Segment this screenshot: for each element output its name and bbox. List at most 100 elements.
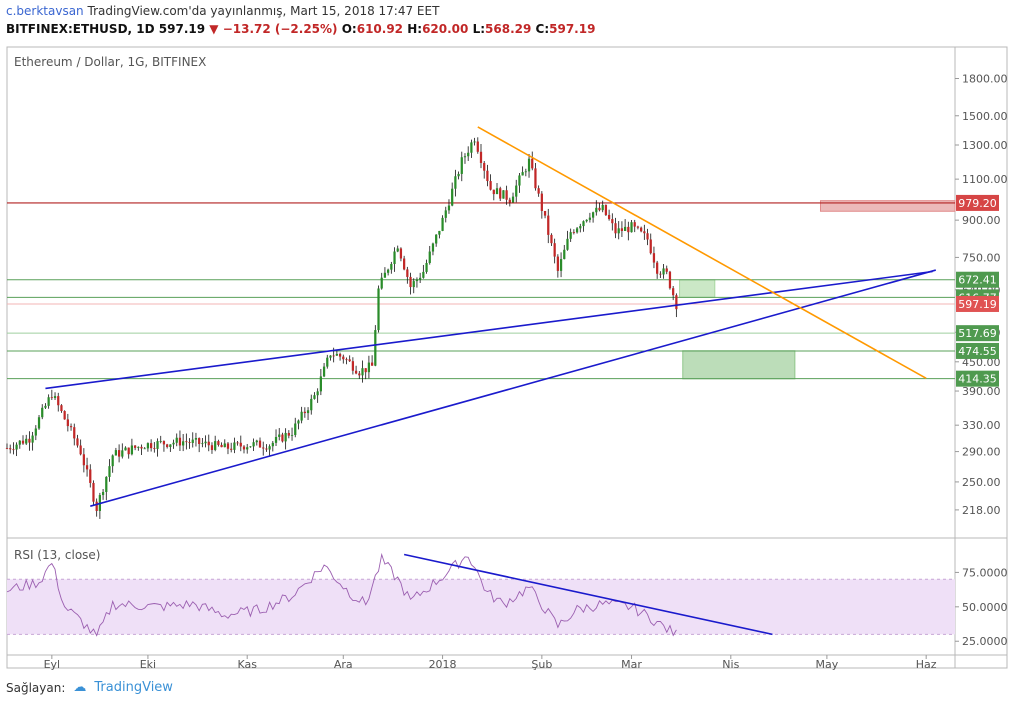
candle-body — [342, 356, 345, 360]
candle-body — [178, 437, 182, 446]
candle — [194, 432, 198, 447]
candle-body — [117, 450, 121, 457]
candle-body — [476, 141, 479, 152]
candle-body — [95, 501, 98, 511]
candle — [178, 430, 182, 451]
candle-body — [207, 441, 210, 446]
candle-body — [130, 445, 134, 455]
candle-body — [499, 188, 502, 199]
candle-body — [668, 271, 672, 289]
candle-body — [44, 405, 47, 408]
candle — [191, 432, 194, 448]
candle — [223, 439, 226, 448]
candle-body — [278, 434, 281, 437]
candle — [668, 270, 672, 290]
candle-body — [322, 366, 326, 377]
last-price: 597.19 — [158, 22, 206, 36]
level-badge — [956, 342, 999, 359]
candle-body — [460, 157, 463, 174]
candle-body — [563, 249, 566, 260]
candle — [114, 447, 118, 456]
candle — [143, 447, 146, 450]
candle-body — [370, 362, 374, 366]
candle — [201, 437, 204, 448]
candle — [37, 414, 41, 430]
candle-body — [5, 448, 9, 449]
candle-body — [527, 158, 531, 172]
candle — [672, 285, 675, 301]
chart-title: Ethereum / Dollar, 1G, BITFINEX — [14, 55, 206, 69]
x-tick-label: Haz — [916, 658, 937, 671]
candle-body — [543, 210, 547, 216]
candle-body — [246, 447, 249, 450]
candle-body — [37, 417, 41, 429]
candle — [44, 403, 47, 410]
candle — [387, 268, 390, 276]
candle-body — [15, 444, 18, 450]
candle-body — [495, 188, 499, 195]
tradingview-brand[interactable]: TradingView — [94, 680, 173, 695]
author-link[interactable]: c.berktavsan — [6, 4, 84, 18]
candle — [630, 220, 633, 233]
candle — [133, 445, 137, 451]
candle-body — [492, 189, 495, 195]
x-tick-label: Mar — [621, 658, 642, 671]
candle-body — [9, 448, 12, 450]
candle-body — [175, 437, 178, 443]
candle — [377, 285, 380, 333]
candle-body — [21, 440, 25, 444]
level-badge-label: 414.35 — [958, 373, 997, 386]
candle-body — [425, 262, 428, 272]
candle — [236, 441, 239, 446]
candle — [617, 221, 620, 240]
candle-body — [143, 448, 146, 450]
candle — [265, 444, 268, 452]
candle — [105, 476, 108, 501]
candle — [479, 143, 483, 169]
candle-body — [531, 158, 534, 169]
rsi-y-tick-label: 25.0000 — [962, 635, 1008, 648]
candle-body — [114, 450, 118, 456]
candle-body — [332, 355, 335, 357]
candle-body — [31, 435, 34, 443]
candle-body — [252, 442, 255, 447]
footer: Sağlayan: ☁ TradingView — [6, 680, 173, 695]
close-label: C: — [535, 22, 550, 36]
candle — [41, 404, 44, 420]
candle — [396, 245, 399, 253]
candle — [508, 197, 511, 207]
y-tick-label: 290.00 — [962, 446, 1001, 459]
candle-body — [672, 288, 675, 296]
candle-body — [479, 151, 483, 163]
candle-body — [662, 268, 665, 275]
candle — [659, 271, 662, 279]
y-tick-label: 390.00 — [962, 385, 1001, 398]
candle-body — [12, 449, 15, 451]
candle-body — [351, 361, 355, 371]
candle-body — [92, 482, 95, 502]
publish-info: c.berktavsan TradingView.com'da yayınlan… — [6, 4, 439, 18]
candle-body — [588, 217, 592, 220]
candle-body — [172, 442, 175, 445]
candle — [21, 435, 25, 445]
candle-body — [451, 188, 454, 206]
candle-body — [483, 162, 486, 171]
candle — [57, 392, 60, 412]
candle — [572, 229, 575, 235]
candle — [322, 363, 326, 378]
x-tick-label: Kas — [237, 658, 257, 671]
candle — [166, 443, 169, 449]
candle-body — [374, 330, 377, 366]
candle-body — [403, 258, 406, 270]
tradingview-logo-icon[interactable]: ☁ — [73, 680, 87, 695]
candle-body — [387, 269, 390, 273]
candle-body — [393, 251, 396, 265]
candle — [438, 230, 441, 239]
candle — [172, 439, 175, 449]
candle-body — [111, 455, 114, 467]
candle-body — [108, 466, 111, 477]
candle-body — [69, 426, 73, 428]
candle-body — [50, 397, 53, 399]
candle — [210, 442, 214, 454]
